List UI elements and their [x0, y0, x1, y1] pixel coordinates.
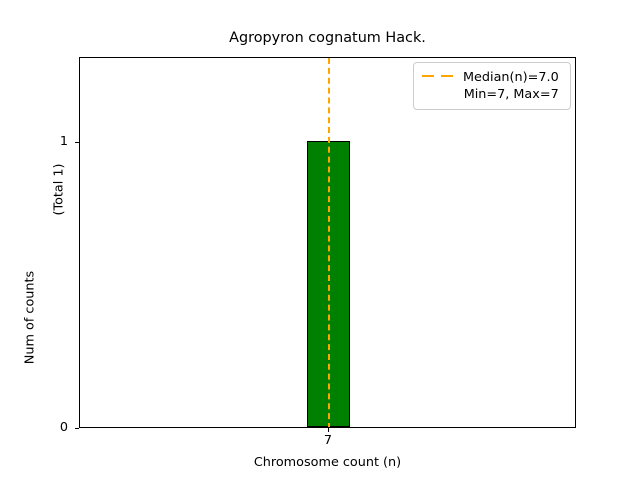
legend-label-minmax: Min=7, Max=7: [463, 87, 559, 102]
x-tick-label-7: 7: [323, 433, 333, 448]
median-line: [328, 58, 330, 427]
y-tick-label-0: 0: [59, 420, 68, 435]
legend-entry-median: Median(n)=7.0 Min=7, Max=7: [422, 69, 562, 103]
x-tick-mark-7: [328, 428, 329, 432]
chart-title: Agropyron cognatum Hack.: [229, 30, 426, 46]
y-tick-mark-1: [75, 142, 79, 143]
legend: Median(n)=7.0 Min=7, Max=7: [413, 62, 571, 110]
dashed-line-icon: [422, 69, 455, 83]
y-tick-mark-0: [75, 428, 79, 429]
legend-text: Median(n)=7.0 Min=7, Max=7: [463, 69, 559, 103]
plot-area: [79, 57, 576, 428]
x-axis-label: Chromosome count (n): [253, 455, 402, 470]
legend-label-median: Median(n)=7.0: [463, 70, 559, 85]
y-tick-label-1: 1: [59, 134, 68, 149]
y-axis-label: Num of counts: [22, 270, 38, 365]
